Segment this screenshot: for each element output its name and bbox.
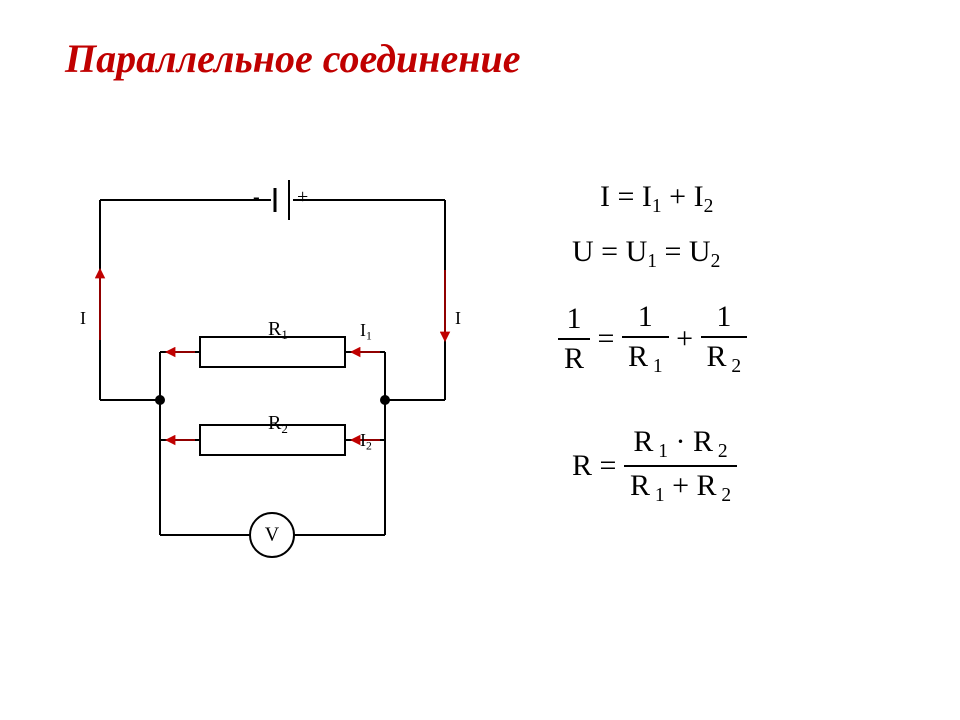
current-2-label: I2 bbox=[360, 430, 372, 453]
equation-resistance-product: R = R 1 · R 2R 1 + R 2 bbox=[572, 425, 737, 507]
resistor-2-label: R2 bbox=[268, 412, 288, 437]
current-label-left: I bbox=[80, 308, 86, 329]
equation-voltage-equal: U = U1 = U2 bbox=[572, 235, 720, 273]
current-label-right: I bbox=[455, 308, 461, 329]
current-1-label: I1 bbox=[360, 320, 372, 343]
resistor-1-label: R1 bbox=[268, 318, 288, 343]
svg-text:V: V bbox=[265, 524, 280, 546]
equation-current-sum: I = I1 + I2 bbox=[600, 180, 713, 218]
battery-plus-label: + bbox=[297, 186, 308, 209]
battery-minus-label: - bbox=[253, 186, 260, 209]
equation-resistance-reciprocal: 1R = 1R 1 + 1R 2 bbox=[558, 300, 747, 378]
circuit-diagram: V bbox=[0, 0, 960, 720]
